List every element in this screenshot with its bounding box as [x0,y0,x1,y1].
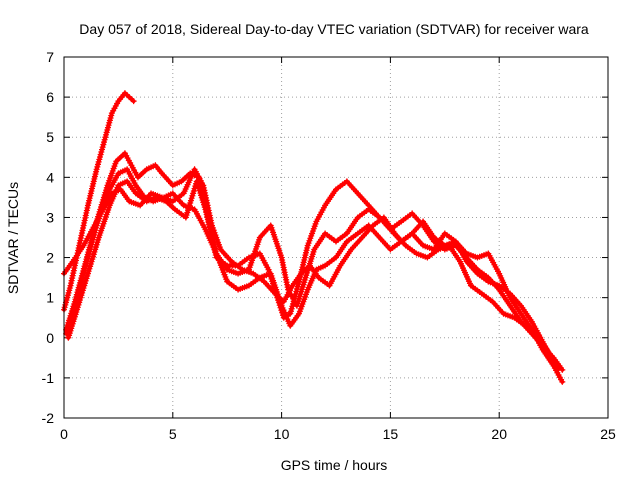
y-tick-label: 3 [46,209,54,225]
y-axis-title: SDTVAR / TECUs [5,182,21,294]
x-tick-label: 5 [169,426,177,442]
x-tick-label: 15 [383,426,399,442]
grid [64,57,608,418]
y-tick-label: 2 [46,250,54,266]
y-tick-label: 1 [46,290,54,306]
x-tick-label: 0 [60,426,68,442]
x-tick-label: 10 [274,426,290,442]
series-track-5 [61,166,561,373]
y-tick-label: 6 [46,89,54,105]
y-tick-label: 5 [46,129,54,145]
y-tick-label: -2 [42,410,55,426]
y-tick-label: 7 [46,49,54,65]
chart-title: Day 057 of 2018, Sidereal Day-to-day VTE… [79,21,589,37]
x-tick-label: 25 [600,426,616,442]
series-layer [61,90,566,385]
x-axis-title: GPS time / hours [281,457,388,473]
plot-frame [63,56,609,419]
x-tick-label: 20 [491,426,507,442]
tick-labels: 0 5 10 15 20 25 -2 -1 0 1 2 3 4 5 6 7 [42,49,616,442]
y-tick-label: 0 [46,330,54,346]
y-tick-label: -1 [42,370,55,386]
y-tick-label: 4 [46,169,54,185]
